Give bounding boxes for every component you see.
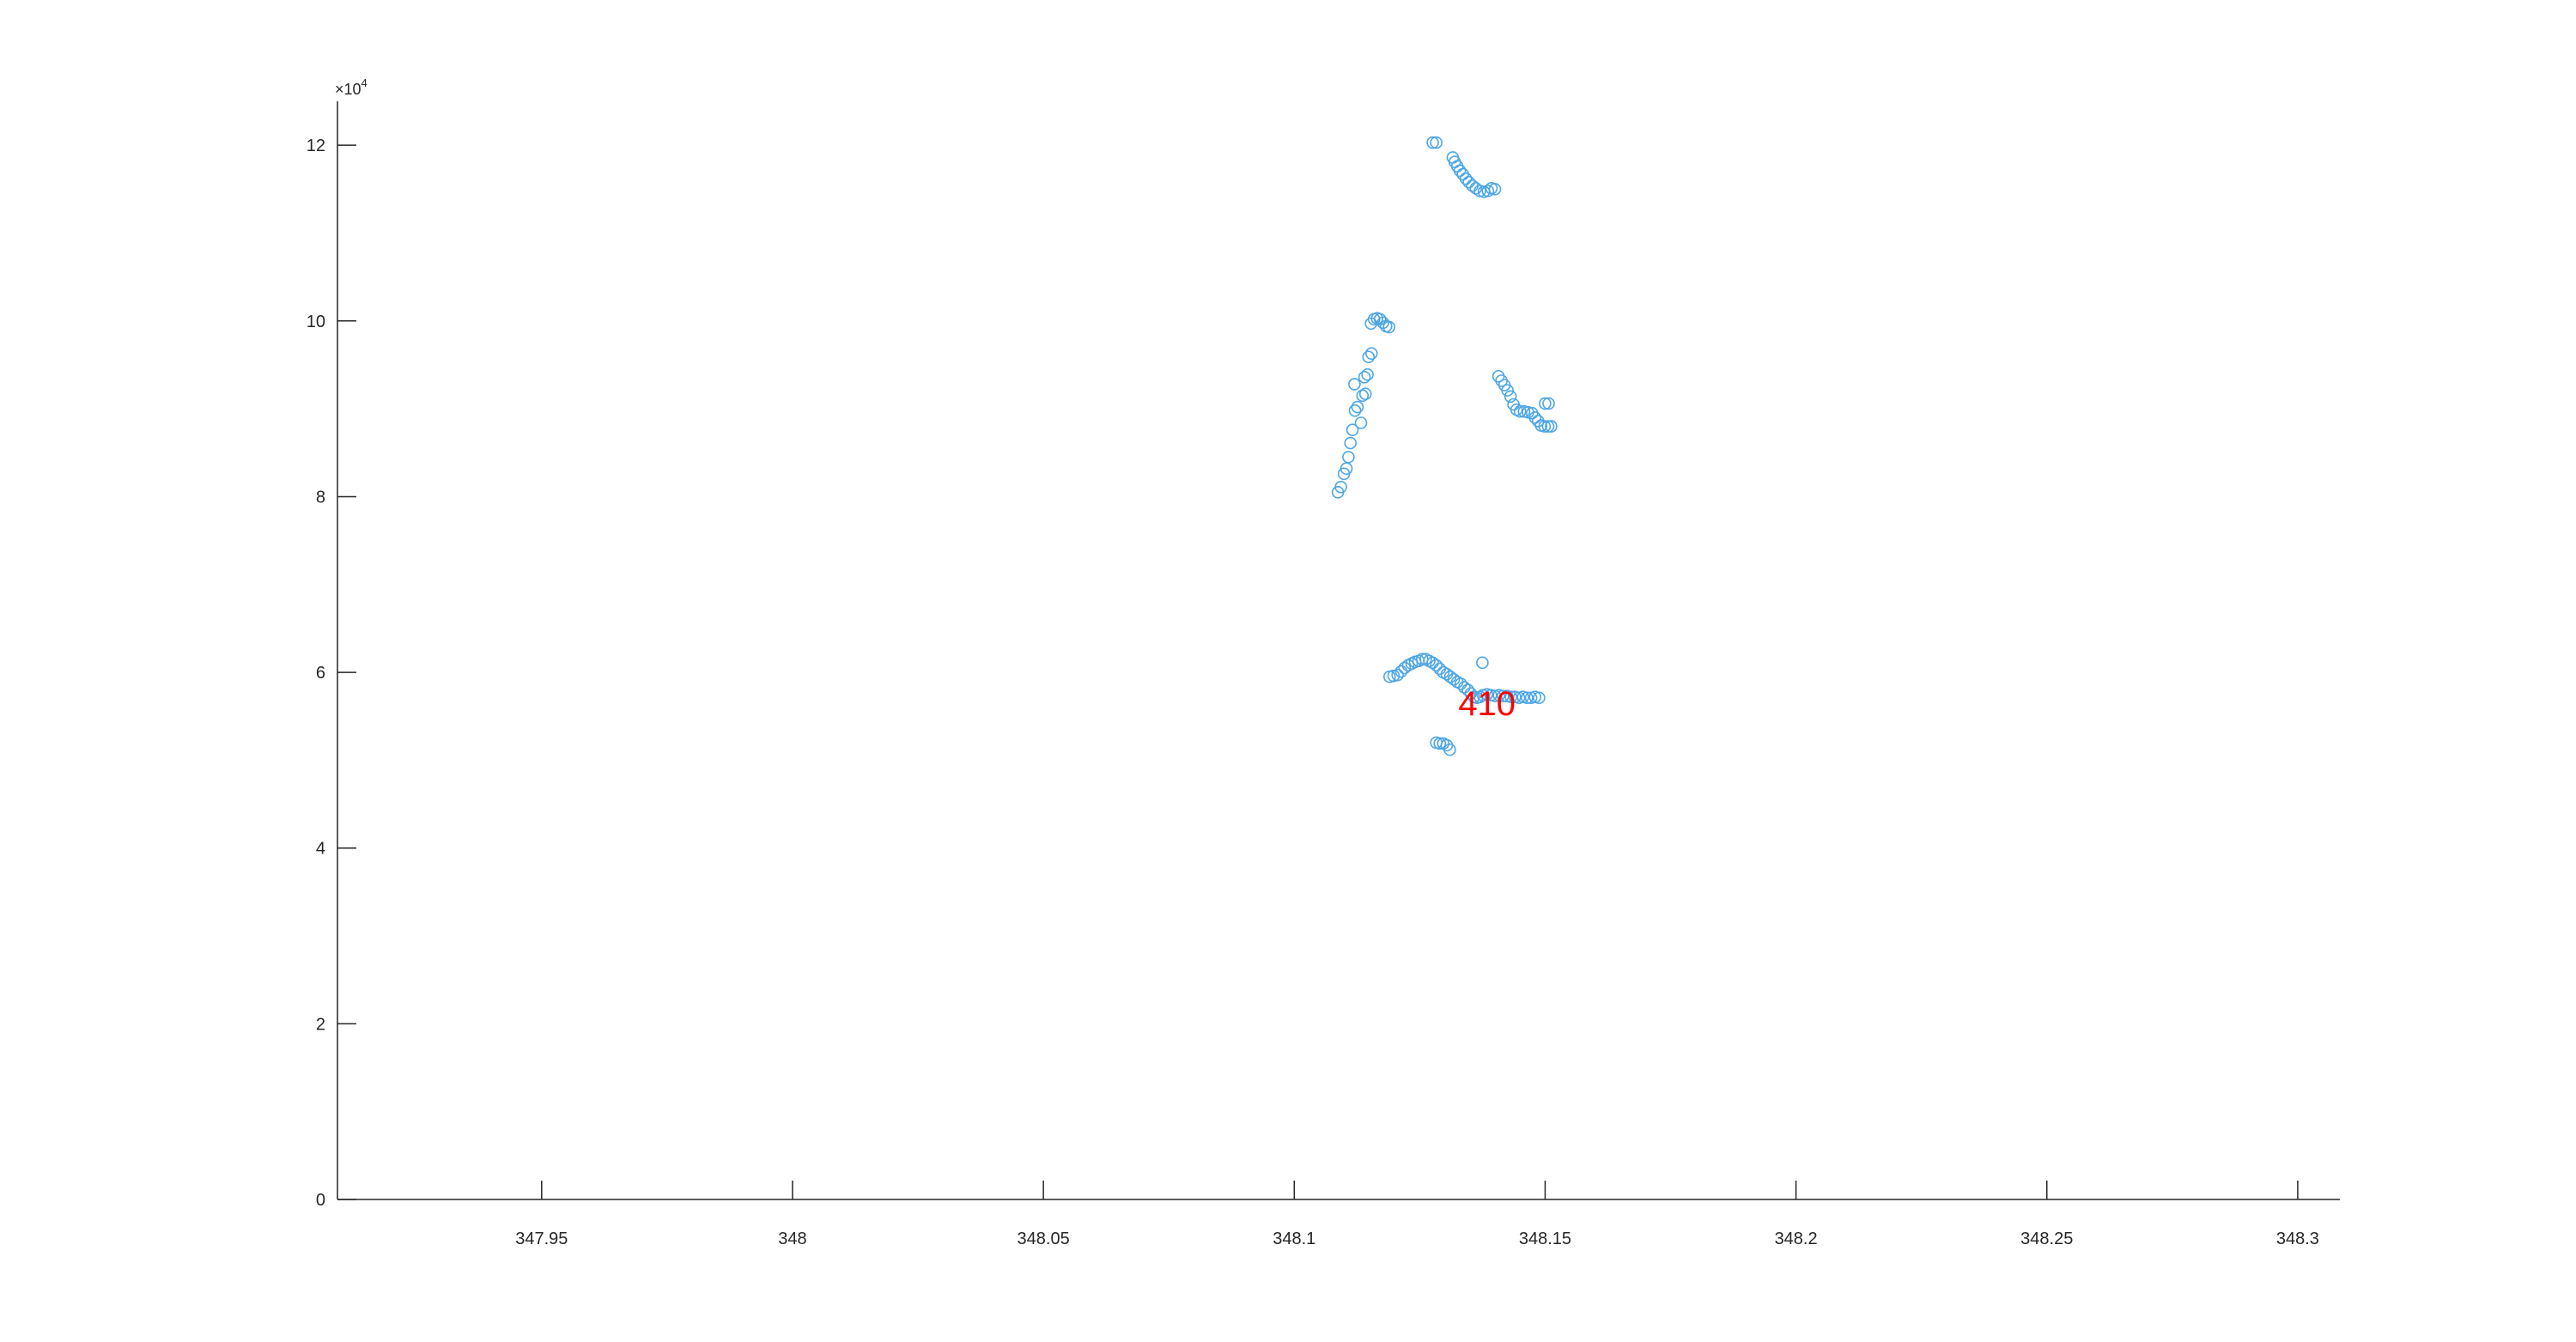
y-tick-label: 10 bbox=[307, 313, 325, 331]
data-point bbox=[1358, 387, 1372, 401]
y-tick-label: 4 bbox=[316, 840, 325, 859]
x-tick-label: 348.2 bbox=[1775, 1230, 1818, 1248]
scatter-series bbox=[1383, 653, 1546, 705]
data-point bbox=[1348, 404, 1362, 417]
data-point bbox=[1398, 661, 1412, 675]
y-tick-label: 6 bbox=[316, 664, 325, 683]
x-tick-label: 348.3 bbox=[2276, 1230, 2319, 1248]
data-point bbox=[1348, 378, 1361, 391]
x-tick-label: 348.15 bbox=[1519, 1230, 1571, 1248]
data-point bbox=[1354, 416, 1368, 429]
y-tick-label: 2 bbox=[316, 1015, 325, 1034]
data-point bbox=[1501, 384, 1514, 397]
data-point bbox=[1346, 423, 1359, 436]
x-tick-label: 348.1 bbox=[1273, 1230, 1315, 1248]
data-point bbox=[1542, 397, 1555, 410]
scatter-series bbox=[1492, 369, 1558, 433]
data-point bbox=[1430, 136, 1443, 149]
data-point bbox=[1447, 672, 1461, 686]
data-point bbox=[1541, 420, 1555, 433]
data-point bbox=[1351, 400, 1364, 414]
data-point bbox=[1426, 136, 1439, 149]
data-point bbox=[1430, 659, 1443, 672]
scatter-series bbox=[1430, 736, 1456, 756]
data-point bbox=[1391, 668, 1404, 682]
y-tick-label: 12 bbox=[307, 137, 325, 155]
data-point bbox=[1459, 172, 1473, 185]
data-point bbox=[1453, 164, 1467, 178]
x-axis-ticks: 347.95 348 348.05 348.1 348.15 348.2 348.25 348… bbox=[515, 1181, 2319, 1248]
data-point bbox=[1362, 350, 1376, 364]
x-tick-label: 348 bbox=[778, 1230, 806, 1248]
y-axis-exponent-label: ×104 bbox=[335, 76, 368, 98]
data-point bbox=[1504, 390, 1517, 404]
point-annotation-label: 410 bbox=[1458, 685, 1516, 723]
data-point bbox=[1443, 743, 1456, 756]
data-point bbox=[1364, 347, 1378, 360]
x-tick-label: 348.25 bbox=[2020, 1230, 2073, 1248]
data-point bbox=[1358, 370, 1371, 384]
y-exponent-base: ×10 bbox=[335, 81, 361, 98]
data-point bbox=[1538, 420, 1552, 433]
data-point bbox=[1533, 691, 1546, 705]
data-point bbox=[1344, 436, 1358, 450]
data-point bbox=[1513, 404, 1527, 418]
data-point bbox=[1433, 737, 1447, 750]
y-tick-label: 0 bbox=[316, 1191, 325, 1210]
data-point bbox=[1497, 689, 1510, 703]
data-point bbox=[1488, 183, 1502, 196]
x-tick-label: 347.95 bbox=[515, 1230, 568, 1248]
data-point bbox=[1342, 451, 1355, 464]
y-exponent-power: 4 bbox=[361, 76, 368, 89]
data-point bbox=[1356, 389, 1370, 403]
data-point bbox=[1462, 175, 1475, 189]
scatter-series bbox=[1331, 312, 1396, 499]
data-point bbox=[1504, 690, 1518, 704]
data-point bbox=[1528, 411, 1542, 424]
data-point bbox=[1481, 185, 1495, 197]
y-tick-label: 8 bbox=[316, 488, 325, 507]
data-point bbox=[1426, 656, 1439, 670]
data-point bbox=[1382, 320, 1396, 334]
data-point bbox=[1476, 656, 1489, 670]
data-point bbox=[1334, 480, 1347, 494]
data-points bbox=[1331, 136, 1558, 756]
x-tick-label: 348.05 bbox=[1018, 1230, 1070, 1248]
data-point bbox=[1545, 420, 1558, 433]
axes: 347.95 348 348.05 348.1 348.15 348.2 348.25 348… bbox=[307, 76, 2340, 1248]
data-point bbox=[1361, 367, 1374, 381]
scatter-series bbox=[1426, 136, 1502, 198]
y-axis-ticks: 0 2 4 6 8 10 12 bbox=[307, 137, 356, 1210]
data-point bbox=[1521, 691, 1534, 705]
data-point bbox=[1454, 677, 1467, 690]
data-point bbox=[1539, 397, 1552, 410]
data-point bbox=[1394, 665, 1408, 678]
